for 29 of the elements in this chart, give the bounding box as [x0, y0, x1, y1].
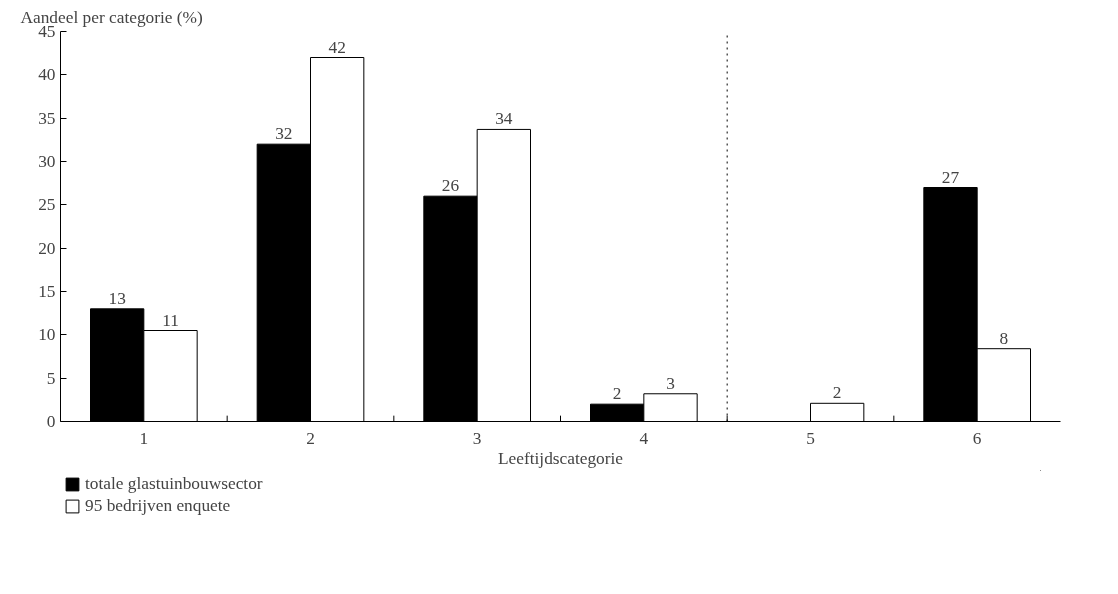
- data-label: 27: [941, 167, 960, 187]
- y-tick-label: 5: [46, 368, 56, 388]
- y-tick-label: 0: [46, 412, 56, 431]
- legend-label: totale glastuinbouwsector: [85, 474, 263, 494]
- y-tick-label: 25: [38, 195, 56, 215]
- data-label: 26: [441, 176, 460, 196]
- data-label: 13: [108, 288, 126, 308]
- data-label: 42: [328, 37, 346, 57]
- x-tick-label: 1: [139, 428, 149, 448]
- data-label: 34: [495, 109, 513, 129]
- x-tick-label: 3: [472, 428, 482, 448]
- data-label: 3: [666, 373, 675, 393]
- data-label: 2: [832, 383, 842, 403]
- legend-label: 95 bedrijven enquete: [85, 496, 231, 516]
- y-tick-label: 10: [38, 325, 56, 345]
- y-tick-label: 15: [38, 282, 56, 301]
- y-tick-label: 40: [38, 65, 56, 85]
- x-axis-title: Leeftijdscategorie: [497, 448, 624, 468]
- data-label: 32: [275, 124, 293, 144]
- data-label: 11: [162, 310, 179, 330]
- x-tick-label: 5: [806, 428, 815, 448]
- data-label: 2: [612, 384, 622, 404]
- y-tick-label: 30: [38, 152, 56, 171]
- x-tick-label: 2: [306, 428, 315, 448]
- x-tick-label: 4: [639, 428, 649, 448]
- x-tick-label: 6: [972, 428, 982, 448]
- y-tick-label: 35: [38, 108, 56, 128]
- data-label: 8: [999, 328, 1009, 348]
- y-tick-label: 20: [38, 238, 56, 258]
